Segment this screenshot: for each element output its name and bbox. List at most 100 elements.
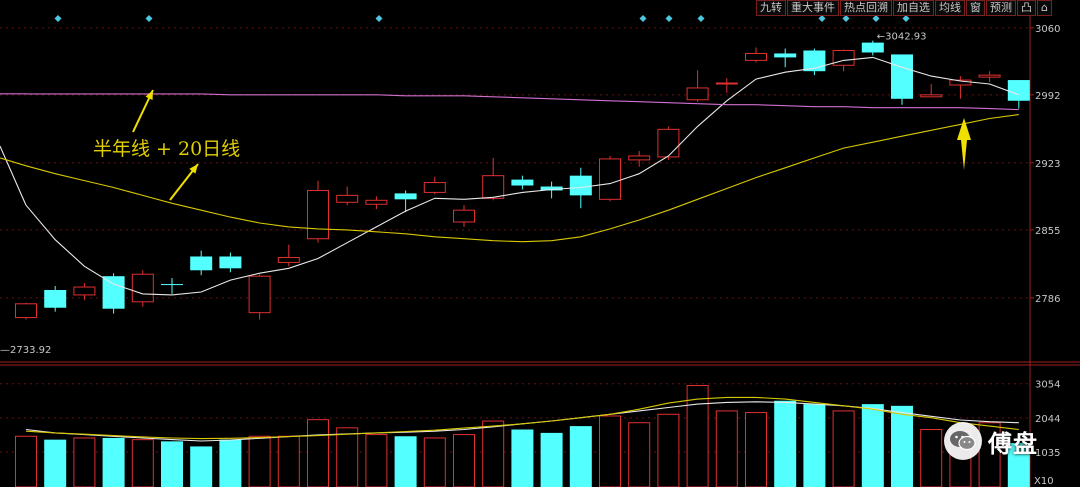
toolbar-hotspot-review-button[interactable]: 热点回溯 bbox=[840, 0, 892, 16]
volume-bar bbox=[190, 446, 213, 487]
volume-bar bbox=[569, 426, 592, 487]
volume-bar bbox=[307, 419, 329, 487]
event-marker-icon bbox=[902, 15, 910, 22]
event-marker-icon bbox=[872, 15, 880, 22]
toolbar-major-events-button[interactable]: 重大事件 bbox=[787, 0, 839, 16]
candle-body bbox=[73, 286, 96, 296]
volume-bar bbox=[365, 434, 388, 487]
candle-body bbox=[190, 256, 213, 271]
volume-bar bbox=[131, 439, 154, 487]
volume-tick-label: 3054 bbox=[1035, 380, 1060, 391]
event-marker-icon bbox=[639, 15, 647, 22]
arrow-to-ma20-icon-head bbox=[189, 164, 198, 174]
candle-body bbox=[336, 194, 359, 203]
arrow-up-icon bbox=[957, 118, 971, 170]
candle-body bbox=[307, 189, 329, 240]
volume-bar bbox=[73, 437, 96, 487]
volume-bar bbox=[861, 404, 884, 487]
volume-bar bbox=[336, 427, 359, 487]
volume-bar bbox=[482, 420, 505, 487]
candle-body bbox=[803, 50, 826, 72]
candle-body bbox=[715, 82, 738, 85]
volume-bar bbox=[15, 435, 37, 487]
volume-bar bbox=[394, 436, 417, 487]
price-tick-label: 2855 bbox=[1035, 226, 1060, 237]
volume-bar bbox=[745, 412, 767, 487]
event-marker-icon bbox=[818, 15, 826, 22]
chart-toolbar: 九转 重大事件 热点回溯 加自选 均线 窗 预测 凸 ⌂ bbox=[756, 0, 1053, 16]
low-price-label: —2733.92 bbox=[0, 345, 51, 356]
toolbar-nine-turn-button[interactable]: 九转 bbox=[756, 0, 786, 16]
candle-body bbox=[131, 273, 154, 303]
event-marker-icon bbox=[54, 15, 62, 22]
candle-body bbox=[511, 179, 534, 186]
candle-body bbox=[1007, 80, 1030, 101]
volume-bar bbox=[891, 405, 913, 487]
volume-bar bbox=[423, 437, 446, 487]
price-tick-label: 3060 bbox=[1035, 24, 1060, 35]
ma-fast-lead bbox=[0, 145, 27, 206]
candle-body bbox=[569, 175, 592, 196]
price-tick-label: 2923 bbox=[1035, 159, 1060, 170]
volume-bar bbox=[44, 439, 67, 487]
volume-bar bbox=[803, 404, 826, 487]
volume-unit-label: X10 bbox=[1034, 476, 1054, 487]
ma-20-line bbox=[25, 114, 1019, 243]
wechat-icon bbox=[944, 422, 982, 460]
toolbar-window-button[interactable]: 窗 bbox=[966, 0, 985, 16]
volume-bar bbox=[832, 410, 855, 487]
volume-bar bbox=[511, 429, 534, 487]
candle-body bbox=[453, 209, 475, 223]
candle-body bbox=[482, 175, 505, 199]
toolbar-home-icon[interactable]: ⌂ bbox=[1037, 0, 1052, 16]
candle-body bbox=[394, 193, 417, 200]
toolbar-convex-icon[interactable]: 凸 bbox=[1017, 0, 1036, 16]
candle-body bbox=[891, 54, 913, 99]
candle-body bbox=[745, 52, 767, 61]
volume-bar bbox=[657, 413, 680, 487]
candle-body bbox=[102, 276, 125, 309]
toolbar-add-watchlist-button[interactable]: 加自选 bbox=[893, 0, 934, 16]
price-tick-label: 2786 bbox=[1035, 294, 1060, 305]
ma-20-lead bbox=[0, 157, 27, 167]
candle-body bbox=[248, 275, 271, 314]
candle-body bbox=[657, 128, 680, 158]
volume-bar bbox=[102, 437, 125, 487]
candle-body bbox=[365, 199, 388, 205]
candle-body bbox=[423, 182, 446, 193]
volume-bar bbox=[219, 439, 242, 487]
volume-bar bbox=[628, 422, 651, 487]
volume-bar bbox=[161, 441, 183, 487]
volume-bar bbox=[248, 435, 271, 487]
candle-body bbox=[44, 289, 67, 308]
volume-bar bbox=[277, 435, 300, 487]
candle-body bbox=[277, 256, 300, 263]
volume-bar bbox=[978, 422, 1001, 487]
high-price-label: ←3042.93 bbox=[877, 32, 927, 43]
volume-bar bbox=[599, 415, 621, 487]
toolbar-forecast-button[interactable]: 预测 bbox=[986, 0, 1016, 16]
volume-bar bbox=[686, 385, 709, 487]
candle-body bbox=[219, 256, 242, 269]
volume-tick-label: 2044 bbox=[1035, 414, 1060, 425]
ma-half-year-line bbox=[26, 93, 1019, 111]
event-marker-icon bbox=[697, 15, 705, 22]
candle-body bbox=[978, 74, 1001, 78]
candle-body bbox=[774, 53, 797, 58]
toolbar-moving-average-button[interactable]: 均线 bbox=[935, 0, 965, 16]
volume-ma-slow-line bbox=[25, 396, 1019, 440]
watermark: 傅盘 bbox=[944, 418, 1074, 464]
volume-bar bbox=[453, 434, 475, 487]
candle-body bbox=[15, 303, 37, 319]
volume-bar bbox=[774, 400, 797, 487]
candle-body bbox=[686, 87, 709, 101]
volume-bar bbox=[920, 429, 943, 487]
candle-body bbox=[832, 49, 855, 66]
event-marker-icon bbox=[145, 15, 153, 22]
candle-body bbox=[599, 158, 621, 200]
volume-bar bbox=[1007, 443, 1030, 487]
arrow-to-half-year-icon-head bbox=[145, 90, 153, 100]
ma-annotation-label: 半年线 + 20日线 bbox=[93, 138, 241, 160]
ma-fast-line bbox=[25, 56, 1019, 296]
